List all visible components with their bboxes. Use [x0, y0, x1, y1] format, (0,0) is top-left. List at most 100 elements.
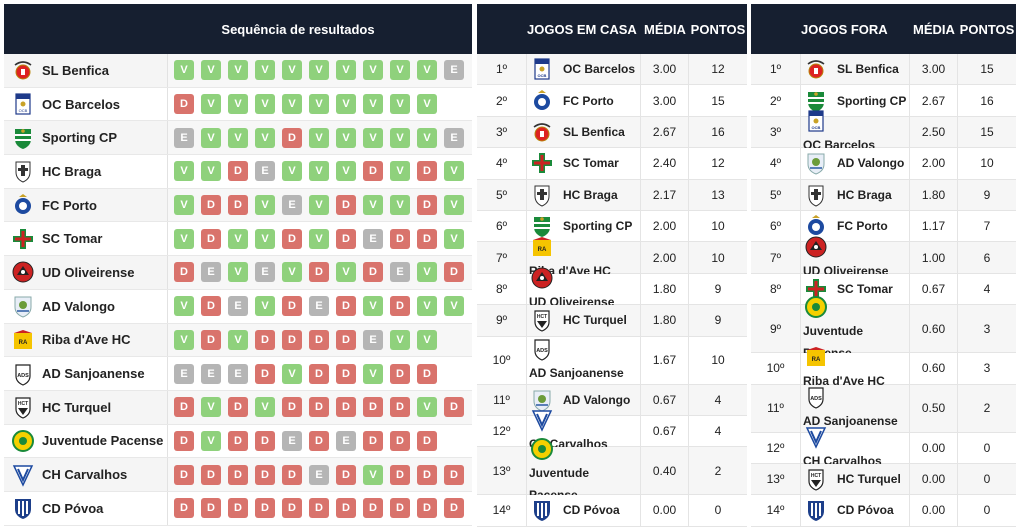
points-value: 0: [958, 432, 1016, 463]
standings-team-cell[interactable]: ADS AD Sanjoanense: [801, 384, 910, 432]
standings-row: 3º OCB OC Barcelos 2.50 15: [751, 110, 1016, 152]
results-team-cell[interactable]: SC Tomar: [4, 222, 167, 256]
standings-team-cell[interactable]: AD Valongo: [801, 148, 910, 179]
result-badge: D: [363, 430, 383, 451]
result-badge: V: [228, 228, 248, 249]
svg-text:RA: RA: [19, 340, 28, 346]
result-badge: V: [201, 94, 221, 115]
results-row: OCB OC Barcelos D V V V V V V V V V: [4, 87, 472, 122]
average-value: 1.80: [910, 179, 958, 210]
standings-team-cell[interactable]: OCB OC Barcelos: [527, 54, 641, 85]
result-badge: D: [390, 430, 410, 451]
result-badge: D: [282, 296, 302, 317]
team-name: Riba d'Ave HC: [42, 332, 131, 348]
result-badge: V: [444, 195, 464, 216]
result-badge: V: [282, 161, 302, 182]
standings-team-cell[interactable]: HCT HC Turquel: [527, 305, 641, 336]
average-value: 0.00: [910, 495, 958, 526]
standings-team-cell[interactable]: Sporting CP: [527, 210, 641, 242]
results-team-cell[interactable]: AD Valongo: [4, 289, 167, 323]
standings-row: 6º Sporting CP 2.00 10: [477, 210, 747, 243]
result-badge: D: [201, 228, 221, 249]
standings-team-cell[interactable]: FC Porto: [801, 210, 910, 242]
result-badge: V: [228, 127, 248, 148]
standings-team-cell[interactable]: HC Braga: [527, 179, 641, 210]
result-badge: D: [363, 397, 383, 418]
team-name: HC Turquel: [837, 472, 901, 487]
standings-team-cell[interactable]: CD Póvoa: [801, 495, 910, 526]
team-name: AD Valongo: [563, 392, 631, 407]
standings-team-cell[interactable]: CD Póvoa: [527, 495, 641, 526]
standings-team-cell[interactable]: Juventude Pacense: [527, 437, 641, 502]
result-badge: V: [174, 161, 194, 182]
average-value: 2.00: [641, 210, 689, 242]
result-badge: E: [174, 127, 194, 148]
standings-team-cell[interactable]: ADS AD Sanjoanense: [527, 336, 641, 384]
standings-team-cell[interactable]: CH Carvalhos: [801, 426, 910, 468]
standings-team-cell[interactable]: OCB OC Barcelos: [801, 110, 910, 152]
standings-team-cell[interactable]: SL Benfica: [801, 54, 910, 85]
results-team-cell[interactable]: Sporting CP: [4, 121, 167, 155]
standings-team-cell[interactable]: SL Benfica: [527, 116, 641, 148]
results-team-cell[interactable]: FC Porto: [4, 188, 167, 222]
standings-team-cell[interactable]: FC Porto: [527, 85, 641, 116]
points-value: 2: [958, 384, 1016, 432]
results-team-cell[interactable]: ADS AD Sanjoanense: [4, 357, 167, 390]
standings-team-cell[interactable]: UD Oliveirense: [527, 267, 641, 309]
position: 13º: [477, 447, 527, 495]
results-team-cell[interactable]: Juventude Pacense: [4, 424, 167, 458]
turquel-crest-icon: HCT: [10, 394, 36, 420]
result-badge: D: [417, 228, 437, 249]
points-value: 3: [958, 305, 1016, 353]
result-badge: D: [174, 262, 194, 283]
result-badge: D: [282, 464, 302, 485]
results-team-cell[interactable]: OCB OC Barcelos: [4, 87, 167, 121]
results-team-cell[interactable]: RA Riba d'Ave HC: [4, 323, 167, 357]
results-team-cell[interactable]: UD Oliveirense: [4, 256, 167, 289]
standings-team-cell[interactable]: RA Riba d'Ave HC: [801, 347, 910, 388]
results-row: CD Póvoa D D D D D D D D D D D: [4, 491, 472, 526]
povoa-crest-icon: [10, 495, 36, 521]
result-badge: E: [228, 363, 248, 384]
standings-team-cell[interactable]: HCT HC Turquel: [801, 463, 910, 495]
standings-row: 5º HC Braga 1.80 9: [751, 179, 1016, 211]
pacense-crest-icon: [10, 428, 36, 454]
result-badge: D: [201, 464, 221, 485]
points-value: 9: [689, 273, 747, 305]
team-name: AD Valongo: [42, 298, 115, 314]
result-badge: D: [444, 262, 464, 283]
result-badge: V: [390, 195, 410, 216]
results-team-cell[interactable]: HCT HC Turquel: [4, 390, 167, 424]
result-badge: D: [282, 127, 302, 148]
team-name: SC Tomar: [563, 156, 619, 171]
riba-dave-crest-icon: RA: [803, 344, 829, 370]
position: 3º: [751, 116, 801, 148]
svg-text:RA: RA: [538, 247, 547, 253]
average-value: 0.60: [910, 305, 958, 353]
result-badge: V: [282, 262, 302, 283]
points-value: 2: [689, 447, 747, 495]
result-badge: D: [336, 195, 356, 216]
team-name: HC Turquel: [42, 399, 112, 415]
results-team-cell[interactable]: CD Póvoa: [4, 491, 167, 525]
result-badge: D: [255, 430, 275, 451]
results-team-cell[interactable]: HC Braga: [4, 155, 167, 188]
result-badge: V: [363, 363, 383, 384]
results-row: ADS AD Sanjoanense E E E D V D D V D D: [4, 357, 472, 391]
sporting-crest-icon: [529, 213, 555, 239]
results-team-cell[interactable]: SL Benfica: [4, 54, 167, 87]
standings-team-cell[interactable]: HC Braga: [801, 179, 910, 210]
team-name: HC Braga: [563, 187, 618, 202]
home-games-body: 1º OCB OC Barcelos 3.00 12 2º FC Porto 3.00 15 3º…: [477, 54, 747, 527]
turquel-crest-icon: HCT: [803, 466, 829, 492]
results-team-cell[interactable]: CH Carvalhos: [4, 458, 167, 491]
result-badge: D: [390, 228, 410, 249]
result-badge: D: [174, 430, 194, 451]
result-badge: E: [255, 161, 275, 182]
standings-team-cell[interactable]: UD Oliveirense: [801, 236, 910, 278]
results-sequence-title: Sequência de resultados: [221, 21, 375, 37]
result-badge: D: [201, 329, 221, 350]
result-badge: V: [417, 127, 437, 148]
team-name: AD Sanjoanense: [42, 366, 145, 382]
standings-team-cell[interactable]: SC Tomar: [527, 148, 641, 179]
